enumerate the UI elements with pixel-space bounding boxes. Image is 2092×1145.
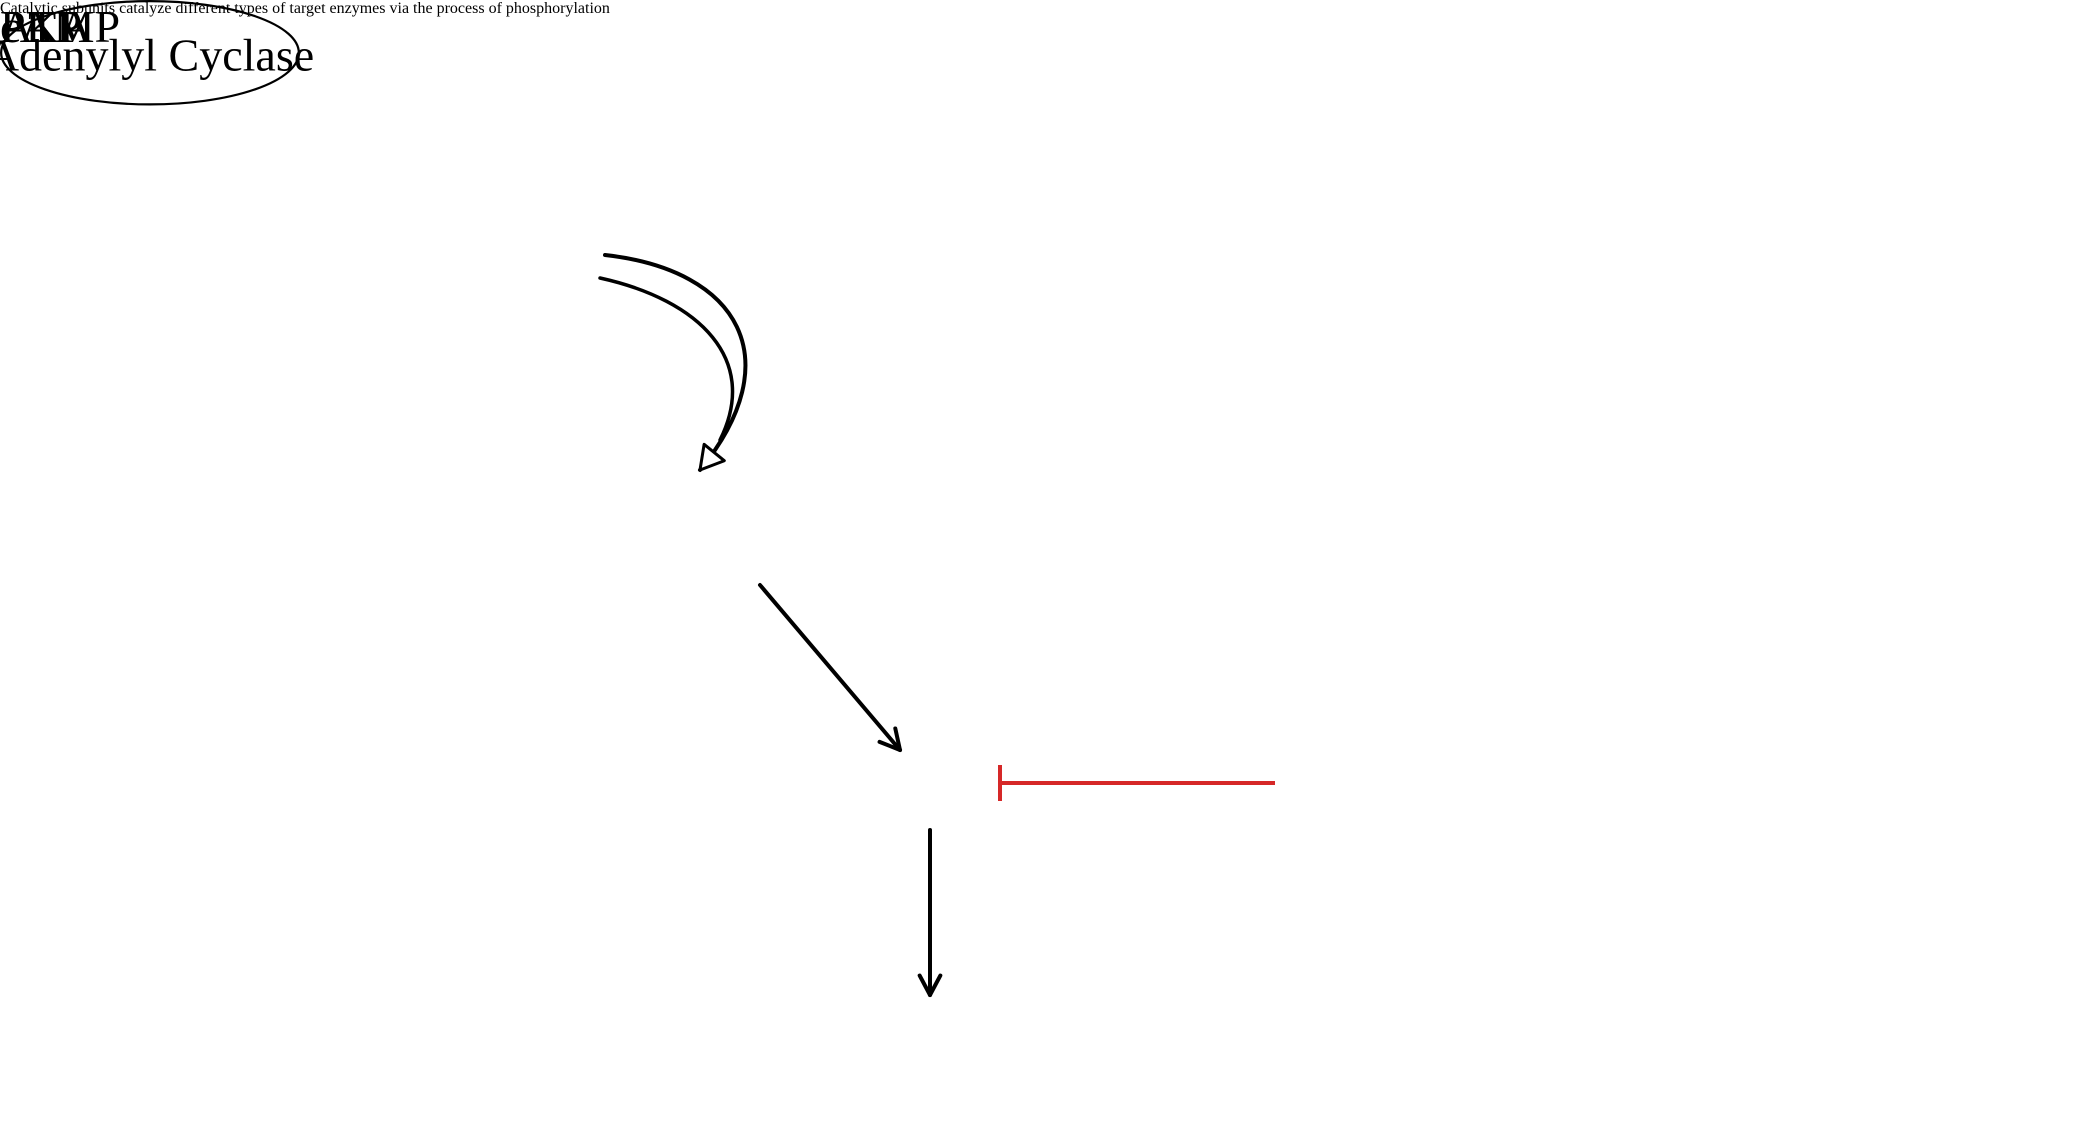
arrow-atp-to-camp — [600, 255, 745, 470]
arrow-pka-down — [920, 830, 941, 995]
arrows-overlay — [0, 0, 2092, 1145]
inhibition-pki-to-pka — [1000, 765, 1275, 801]
arrow-camp-to-pka — [760, 585, 900, 750]
bottom-caption: Catalytic subunits catalyze different ty… — [0, 0, 610, 18]
